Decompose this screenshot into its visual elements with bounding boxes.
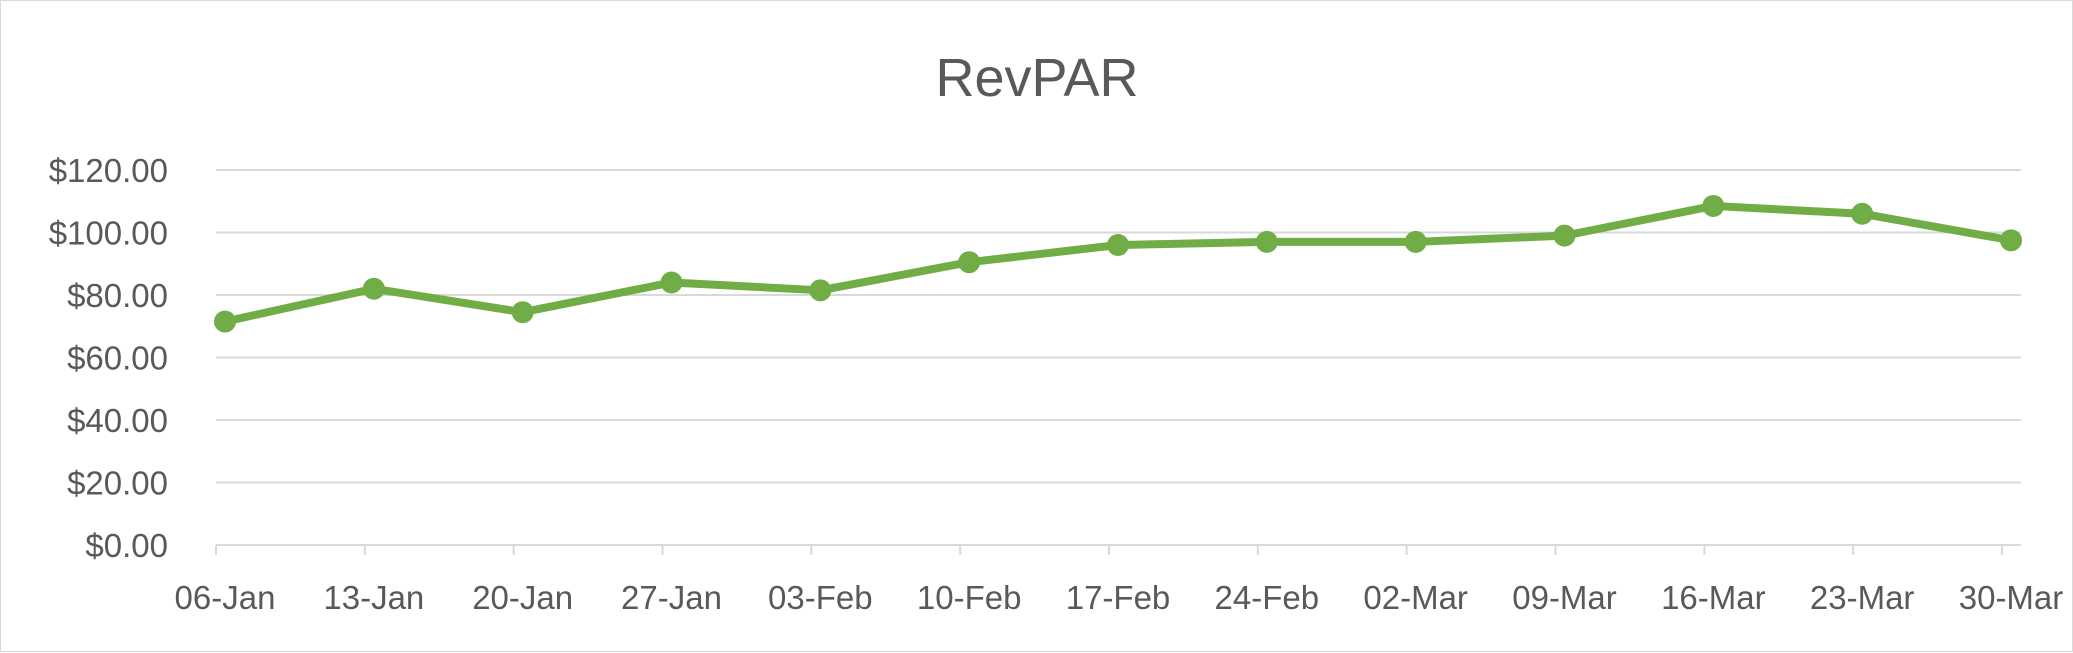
x-tick-label: 06-Jan bbox=[175, 579, 276, 616]
x-tick-label: 23-Mar bbox=[1810, 579, 1915, 616]
data-point bbox=[660, 271, 683, 294]
x-tick-label: 10-Feb bbox=[917, 579, 1022, 616]
x-tick-label: 16-Mar bbox=[1661, 579, 1766, 616]
data-point bbox=[1404, 230, 1427, 253]
y-tick-label: $80.00 bbox=[67, 277, 168, 314]
data-point bbox=[809, 279, 832, 302]
series-revpar bbox=[214, 194, 2022, 333]
data-point bbox=[1255, 230, 1278, 253]
y-tick-label: $20.00 bbox=[67, 465, 168, 502]
y-tick-label: $120.00 bbox=[49, 152, 168, 189]
y-tick-label: $100.00 bbox=[49, 215, 168, 252]
data-point bbox=[214, 310, 236, 333]
x-tick-label: 03-Feb bbox=[768, 579, 873, 616]
data-point bbox=[1553, 224, 1576, 247]
data-point bbox=[1107, 234, 1129, 256]
y-tick-label: $60.00 bbox=[67, 340, 168, 377]
gridlines bbox=[216, 169, 2021, 546]
y-tick-label: $0.00 bbox=[85, 527, 168, 564]
data-point bbox=[362, 277, 385, 300]
y-tick-label: $40.00 bbox=[67, 402, 168, 439]
data-point bbox=[958, 251, 981, 274]
data-point bbox=[1702, 194, 1725, 217]
chart-title: RevPAR bbox=[935, 48, 1138, 108]
y-axis: $0.00 $20.00 $40.00 $60.00 $80.00 $100.00 $120… bbox=[49, 152, 168, 564]
x-tick-label: 27-Jan bbox=[621, 579, 722, 616]
data-point bbox=[1851, 202, 1874, 225]
x-tick-label: 24-Feb bbox=[1215, 579, 1320, 616]
x-tick-label: 02-Mar bbox=[1363, 579, 1468, 616]
x-tick-label: 09-Mar bbox=[1512, 579, 1617, 616]
series-line bbox=[221, 201, 2015, 326]
x-tick-label: 17-Feb bbox=[1066, 579, 1171, 616]
data-point bbox=[511, 301, 534, 324]
x-tick-label: 13-Jan bbox=[323, 579, 424, 616]
x-tick-label: 20-Jan bbox=[472, 579, 573, 616]
data-point bbox=[2000, 229, 2022, 252]
x-tick-label: 30-Mar bbox=[1959, 579, 2064, 616]
x-axis: 06-Jan 13-Jan 20-Jan 27-Jan 03-Feb 10-Feb 17-F… bbox=[175, 545, 2064, 616]
